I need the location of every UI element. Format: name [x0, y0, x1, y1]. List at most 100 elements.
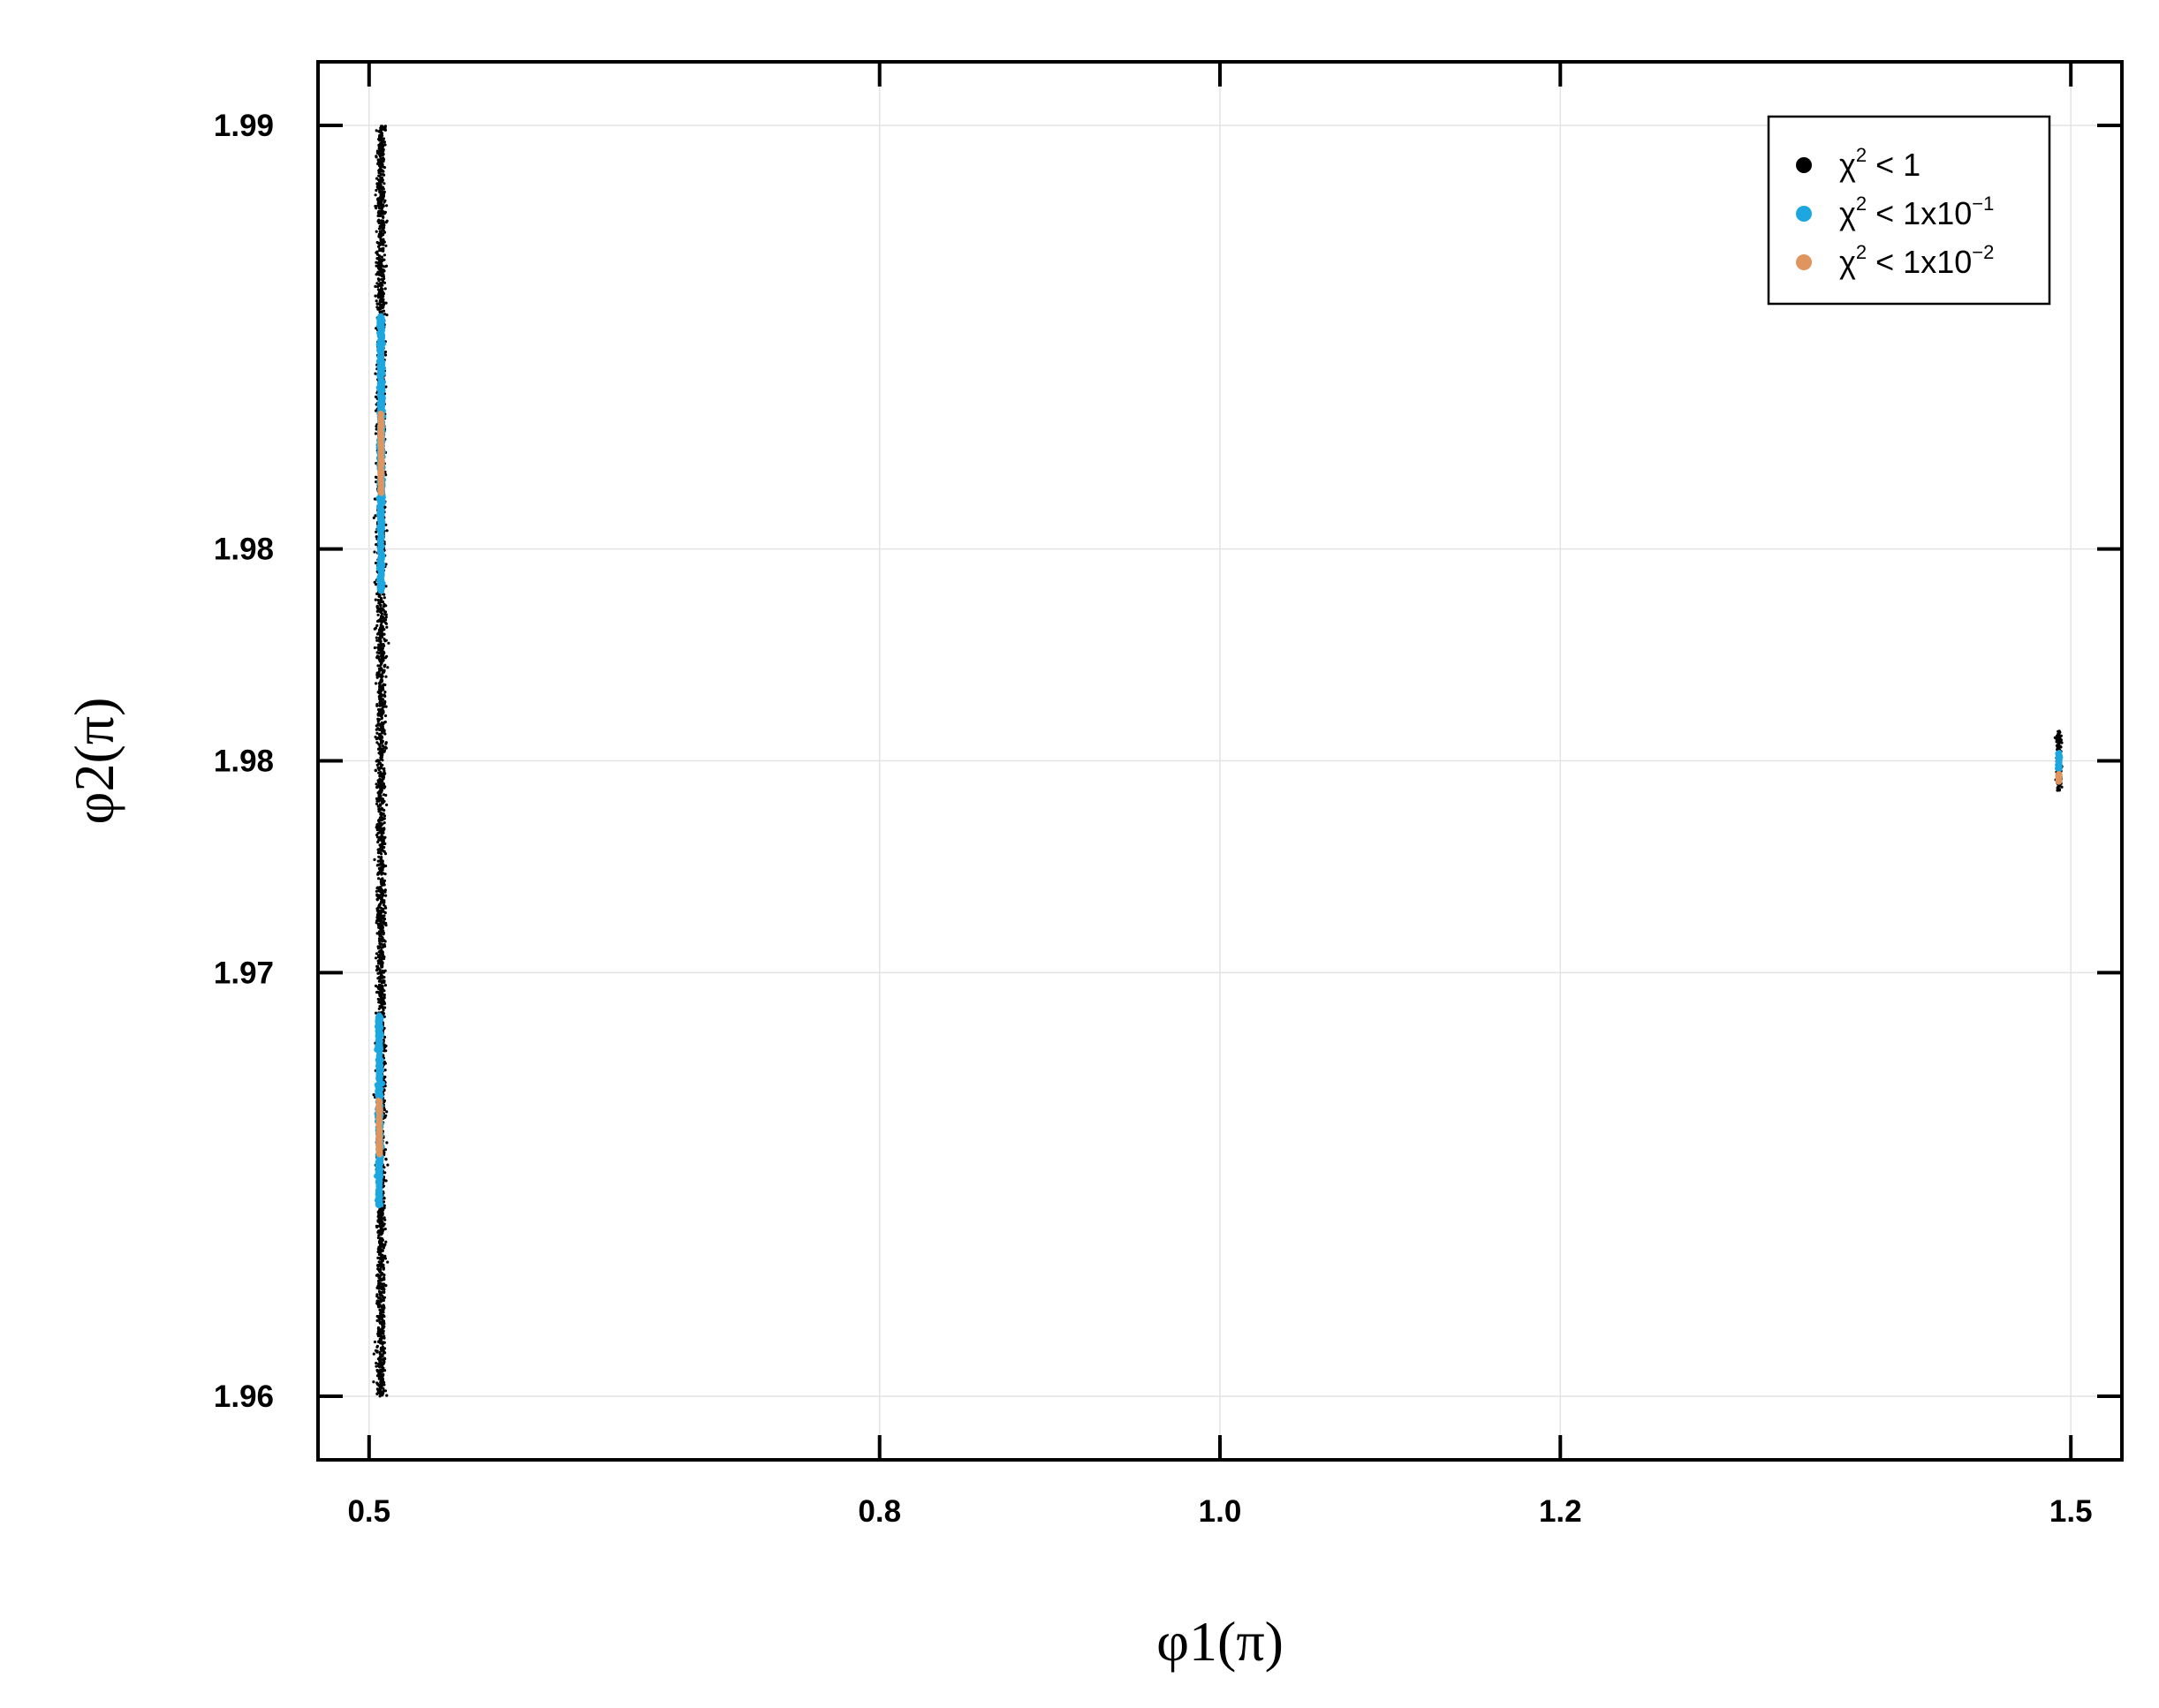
- data-point: [382, 1267, 385, 1271]
- data-point: [377, 967, 381, 971]
- data-point: [378, 958, 383, 962]
- data-point: [384, 894, 388, 897]
- data-point: [379, 709, 383, 714]
- data-point: [385, 803, 389, 807]
- data-point: [382, 215, 385, 219]
- data-point: [376, 1330, 380, 1334]
- data-point: [376, 1069, 383, 1075]
- data-point: [383, 1171, 387, 1175]
- data-point: [375, 543, 378, 547]
- data-point: [378, 994, 382, 997]
- data-point: [376, 1220, 380, 1223]
- data-point: [378, 358, 384, 364]
- data-point: [375, 129, 378, 132]
- data-point: [376, 381, 383, 387]
- data-point: [377, 1252, 381, 1257]
- data-point: [381, 914, 384, 918]
- data-point: [375, 1381, 379, 1385]
- data-point: [381, 646, 384, 650]
- data-point: [373, 646, 376, 650]
- data-point: [378, 180, 382, 184]
- data-point: [376, 607, 380, 610]
- data-point: [376, 964, 380, 968]
- data-point: [375, 1053, 382, 1059]
- data-point: [377, 174, 381, 178]
- data-point: [381, 1294, 384, 1297]
- data-point: [381, 287, 384, 291]
- data-point: [379, 1372, 383, 1375]
- data-point: [378, 1394, 382, 1398]
- data-point: [376, 1030, 383, 1037]
- data-point: [382, 291, 386, 296]
- data-point: [377, 1363, 381, 1366]
- data-point: [383, 1254, 387, 1258]
- data-point: [383, 125, 387, 128]
- data-point: [374, 626, 378, 630]
- data-point: [383, 785, 387, 789]
- data-point: [377, 242, 381, 246]
- data-point: [374, 204, 377, 208]
- data-point: [381, 744, 384, 748]
- data-point: [376, 204, 380, 208]
- data-point: [377, 636, 382, 639]
- data-point: [374, 956, 378, 960]
- data-point: [382, 782, 385, 785]
- data-point: [379, 212, 383, 216]
- data-point: [373, 1340, 377, 1344]
- series-3-points: [375, 411, 2063, 1158]
- data-point: [377, 169, 381, 172]
- data-point: [383, 836, 386, 840]
- data-point: [384, 301, 388, 305]
- data-point: [383, 665, 386, 669]
- data-point: [377, 1357, 381, 1360]
- data-point: [377, 333, 384, 339]
- data-point: [384, 523, 388, 526]
- data-point: [383, 1100, 386, 1104]
- data-point: [373, 580, 376, 584]
- data-point: [381, 926, 384, 929]
- data-point: [374, 294, 377, 298]
- data-point: [377, 807, 381, 811]
- data-point: [378, 497, 384, 504]
- data-point: [2056, 762, 2062, 768]
- data-point: [381, 187, 384, 191]
- data-point: [382, 608, 385, 612]
- data-point: [381, 797, 385, 801]
- data-point: [383, 1357, 387, 1360]
- data-point: [383, 827, 386, 830]
- data-point: [379, 942, 383, 946]
- data-point: [379, 890, 383, 894]
- data-point: [376, 997, 380, 1001]
- data-point: [380, 1391, 383, 1394]
- data-point: [376, 162, 380, 166]
- data-point: [375, 425, 378, 428]
- data-point: [379, 975, 383, 979]
- data-point: [377, 221, 381, 225]
- data-point: [379, 939, 383, 942]
- data-point: [379, 1355, 383, 1358]
- data-point: [377, 643, 381, 646]
- data-point: [383, 873, 387, 876]
- data-point: [376, 1151, 383, 1157]
- data-point: [379, 317, 385, 323]
- data-point: [377, 926, 381, 929]
- data-point: [382, 1200, 386, 1204]
- data-point: [378, 1352, 382, 1356]
- data-point: [2060, 741, 2064, 744]
- data-point: [381, 785, 384, 789]
- data-point: [376, 201, 380, 205]
- data-point: [383, 1216, 386, 1220]
- data-point: [381, 270, 384, 274]
- data-point: [384, 385, 388, 389]
- data-point: [383, 669, 386, 673]
- data-point: [380, 1001, 383, 1004]
- data-point: [379, 900, 383, 903]
- data-point: [381, 195, 385, 199]
- data-point: [383, 182, 386, 185]
- data-point: [375, 741, 379, 744]
- data-point: [383, 904, 387, 908]
- data-point: [385, 529, 389, 533]
- data-point: [375, 530, 378, 534]
- data-point: [383, 628, 386, 631]
- data-point: [381, 679, 384, 683]
